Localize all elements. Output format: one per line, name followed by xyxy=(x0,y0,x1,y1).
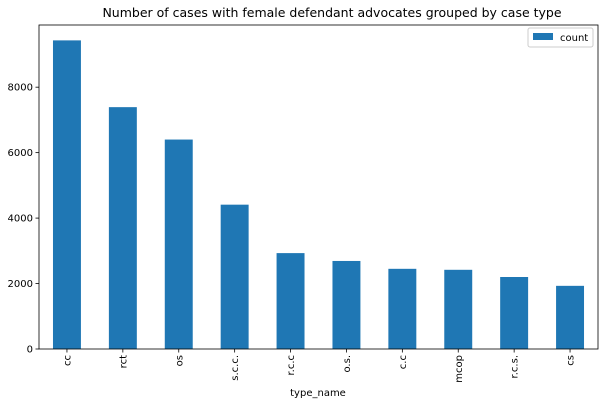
bar-cc xyxy=(52,40,81,349)
legend-label-count: count xyxy=(560,33,588,44)
plot-area: 0 2000 4000 6000 8000 cc rct os s.c.c. r.c.c o.s. c… xyxy=(8,24,599,383)
chart-title: Number of cases with female defendant ad… xyxy=(102,5,561,20)
x-tick-label: r.c.s. xyxy=(510,355,521,378)
x-tick-label: o.s. xyxy=(342,355,353,373)
x-tick-label: rct xyxy=(118,355,129,368)
bar-c.c xyxy=(388,268,417,349)
legend-swatch-count xyxy=(533,33,553,40)
bar-r.c.c xyxy=(276,253,305,349)
y-tick-label: 8000 xyxy=(8,83,33,94)
y-tick-label: 6000 xyxy=(8,148,33,159)
plot-frame xyxy=(38,24,599,350)
y-tick-label: 4000 xyxy=(8,214,33,225)
bar-r.c.s. xyxy=(500,277,529,349)
bar-rct xyxy=(108,107,137,350)
x-tick-label: c.c xyxy=(398,355,409,369)
bar-cs xyxy=(556,285,585,349)
x-tick-label: r.c.c xyxy=(286,355,297,376)
legend: count xyxy=(527,27,594,48)
x-tick-label: cs xyxy=(566,355,577,366)
x-tick-label: os xyxy=(174,355,185,366)
bar-o.s. xyxy=(332,260,361,349)
x-tick-label: cc xyxy=(62,355,73,366)
y-tick-label: 2000 xyxy=(8,279,33,290)
x-tick-label: s.c.c. xyxy=(230,355,241,381)
x-tick-label: mcop xyxy=(454,355,465,383)
y-tick-label: 0 xyxy=(27,345,33,356)
x-axis-label: type_name xyxy=(290,388,346,399)
bar-s.c.c. xyxy=(220,204,249,349)
bar-mcop xyxy=(444,269,473,349)
legend-box xyxy=(527,27,594,48)
bar-os xyxy=(164,139,193,349)
